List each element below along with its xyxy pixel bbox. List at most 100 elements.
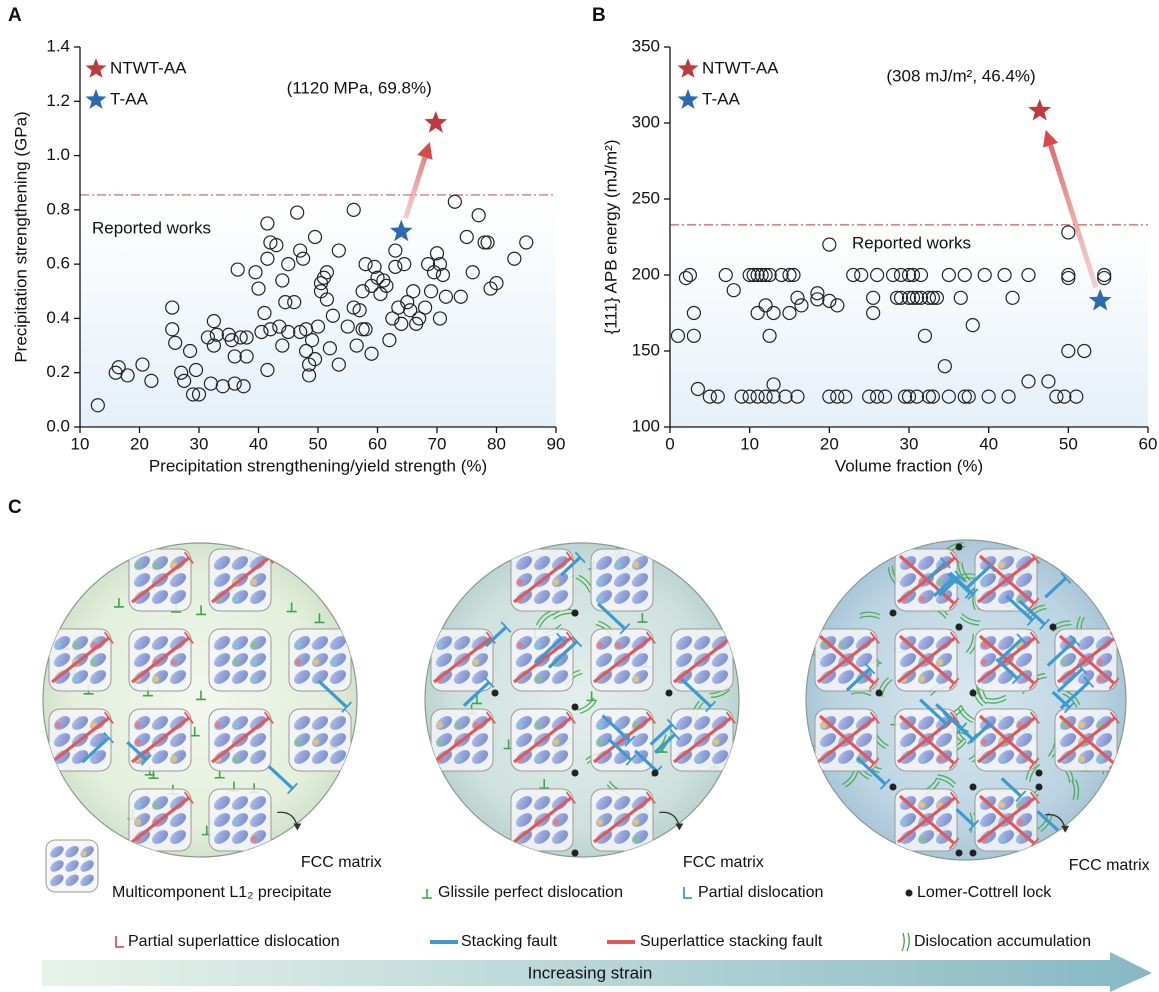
atom-accent bbox=[633, 676, 639, 682]
lomer-cottrell-lock bbox=[970, 850, 977, 857]
arrow-head bbox=[417, 142, 432, 160]
y-tick-label: 1.0 bbox=[46, 145, 70, 164]
atom-accent bbox=[73, 642, 79, 648]
atom-accent bbox=[999, 756, 1005, 762]
atom-accent bbox=[937, 659, 943, 665]
atom-accent bbox=[295, 642, 301, 648]
atom-accent bbox=[437, 722, 443, 728]
lomer-cottrell-lock bbox=[890, 784, 897, 791]
legend-lock bbox=[906, 890, 913, 897]
atom-accent bbox=[55, 722, 61, 728]
y-tick-label: 250 bbox=[632, 188, 660, 207]
figure: A0.00.20.40.60.81.01.21.4102030405060708… bbox=[0, 0, 1159, 992]
lomer-cottrell-lock bbox=[956, 544, 963, 551]
lomer-cottrell-lock bbox=[1036, 544, 1043, 551]
lomer-cottrell-lock bbox=[890, 610, 897, 617]
x-tick-label: 30 bbox=[900, 434, 919, 453]
strain-label: Increasing strain bbox=[528, 963, 653, 982]
atom-accent bbox=[171, 756, 177, 762]
legend-marker bbox=[678, 89, 699, 109]
atom-accent bbox=[73, 676, 79, 682]
atom-accent bbox=[597, 739, 603, 745]
atom-accent bbox=[153, 562, 159, 568]
atom-accent bbox=[553, 819, 559, 825]
atom-accent bbox=[55, 642, 61, 648]
atom-accent bbox=[437, 739, 443, 745]
star-marker bbox=[424, 111, 447, 133]
y-tick-label: 150 bbox=[632, 340, 660, 359]
atom-accent bbox=[233, 659, 239, 665]
atom-accent bbox=[295, 659, 301, 665]
legend-label: Glissile perfect dislocation bbox=[438, 884, 623, 901]
x-tick-label: 30 bbox=[190, 434, 209, 453]
legend-label: T-AA bbox=[702, 89, 740, 108]
atom-accent bbox=[251, 836, 257, 842]
lomer-cottrell-lock bbox=[956, 850, 963, 857]
y-tick-label: 350 bbox=[632, 36, 660, 55]
atom-accent bbox=[153, 676, 159, 682]
legend-label: Multicomponent L1₂ precipitate bbox=[112, 884, 332, 901]
y-tick-label: 300 bbox=[632, 112, 660, 131]
atom-accent bbox=[597, 722, 603, 728]
y-tick-label: 0.0 bbox=[46, 416, 70, 435]
legend-label: NTWT-AA bbox=[702, 58, 779, 77]
atom-accent bbox=[937, 756, 943, 762]
value-annotation: (1120 MPa, 69.8%) bbox=[287, 78, 432, 97]
atom-accent bbox=[1017, 819, 1023, 825]
atom-accent bbox=[901, 819, 907, 825]
lomer-cottrell-lock bbox=[1050, 624, 1057, 631]
atom-accent bbox=[331, 659, 337, 665]
lomer-cottrell-lock bbox=[666, 690, 673, 697]
lomer-cottrell-lock bbox=[572, 610, 579, 617]
page: A0.00.20.40.60.81.01.21.4102030405060708… bbox=[0, 0, 1159, 992]
atom-accent bbox=[1097, 756, 1103, 762]
x-tick-label: 20 bbox=[820, 434, 839, 453]
matrix-label: FCC matrix bbox=[301, 854, 382, 871]
legend-label: NTWT-AA bbox=[110, 58, 187, 77]
legend-label: Lomer-Cottrell lock bbox=[917, 884, 1052, 901]
atom-accent bbox=[233, 596, 239, 602]
atom-accent bbox=[999, 562, 1005, 568]
legend-marker bbox=[86, 58, 107, 78]
strain-stage: FCC matrix bbox=[425, 543, 764, 871]
atom-accent bbox=[1079, 722, 1085, 728]
atom-accent bbox=[437, 642, 443, 648]
matrix-label: FCC matrix bbox=[1069, 857, 1150, 874]
lomer-cottrell-lock bbox=[492, 690, 499, 697]
atom-accent bbox=[517, 722, 523, 728]
lomer-cottrell-lock bbox=[572, 850, 579, 857]
x-tick-label: 0 bbox=[665, 434, 674, 453]
atom-accent bbox=[919, 836, 925, 842]
value-annotation: (308 mJ/m², 46.4%) bbox=[886, 66, 1035, 85]
arrow-head bbox=[1043, 130, 1058, 148]
panel-label: A bbox=[8, 5, 22, 26]
lomer-cottrell-lock bbox=[970, 690, 977, 697]
lomer-cottrell-lock bbox=[1036, 770, 1043, 777]
atom-accent bbox=[919, 756, 925, 762]
atom-accent bbox=[597, 642, 603, 648]
atom-accent bbox=[135, 802, 141, 808]
x-tick-label: 60 bbox=[1139, 434, 1158, 453]
pointer-head bbox=[1061, 826, 1069, 833]
lomer-cottrell-lock bbox=[1116, 770, 1123, 777]
atom-accent bbox=[517, 579, 523, 585]
x-tick-label: 80 bbox=[487, 434, 506, 453]
lomer-cottrell-lock bbox=[970, 784, 977, 791]
atom-accent bbox=[553, 579, 559, 585]
atom-accent bbox=[233, 819, 239, 825]
y-tick-label: 1.4 bbox=[46, 36, 70, 55]
atom-accent bbox=[251, 642, 257, 648]
legend-label: T-AA bbox=[110, 89, 148, 108]
legend-label: Partial superlattice dislocation bbox=[128, 933, 340, 950]
x-tick-label: 60 bbox=[368, 434, 387, 453]
atom-accent bbox=[171, 659, 177, 665]
atom-accent bbox=[251, 676, 257, 682]
atom-accent bbox=[135, 739, 141, 745]
atom-accent bbox=[981, 739, 987, 745]
panel-label: B bbox=[592, 5, 606, 26]
y-tick-label: 100 bbox=[632, 416, 660, 435]
x-axis-label: Volume fraction (%) bbox=[835, 456, 983, 475]
atom-accent bbox=[1079, 756, 1085, 762]
y-axis-label: Precipitation strengthening (GPa) bbox=[11, 111, 30, 362]
x-tick-label: 50 bbox=[1059, 434, 1078, 453]
